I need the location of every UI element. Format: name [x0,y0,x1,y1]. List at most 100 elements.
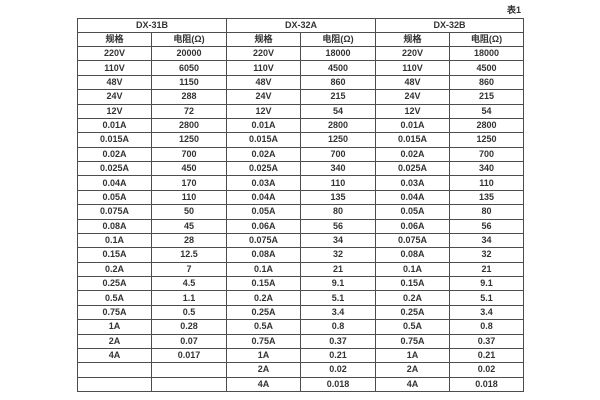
resistance-cell: 9.1 [449,275,525,292]
resistance-cell: 56 [300,218,377,234]
resistance-cell: 2800 [150,117,228,134]
resistance-cell: 80 [300,204,377,220]
resistance-cell: 34 [449,232,525,249]
resistance-cell: 20000 [150,45,228,62]
spec-cell: 0.025A [375,160,451,177]
group-header-row: DX-31B DX-32A DX-32B [76,18,525,33]
resistance-cell: 12.5 [150,247,228,263]
spec-cell: 12V [226,103,302,119]
spec-cell: 48V [375,74,451,91]
resistance-cell: 170 [150,175,228,191]
resistance-cell: 0.28 [150,319,228,335]
resistance-column-header: 电阻(Ω) [449,32,525,47]
resistance-cell: 0.21 [300,347,377,364]
spec-cell: 48V [77,74,152,91]
resistance-cell: 56 [449,218,525,234]
resistance-cell: 4.5 [150,275,228,292]
resistance-cell: 0.21 [449,347,525,364]
resistance-cell: 18000 [449,45,525,62]
resistance-cell: 0.8 [449,319,525,335]
spec-cell: 0.025A [226,160,302,177]
spec-cell [77,376,152,393]
table-row: 0.2A 7 0.1A 21 0.1A 21 [77,261,525,278]
spec-cell: 0.03A [226,175,302,191]
spec-cell: 1A [375,347,451,364]
spec-cell: 0.075A [226,232,302,249]
table-row: 0.05A 110 0.04A 135 0.04A 135 [77,189,525,206]
column-header-row: 规格 电阻(Ω) 规格 电阻(Ω) 规格 电阻(Ω) [77,32,525,47]
spec-column-header: 规格 [77,32,152,47]
table-row: 1A 0.28 0.5A 0.8 0.5A 0.8 [77,319,525,335]
spec-cell: 0.06A [226,218,302,234]
spec-cell: 24V [226,89,302,105]
spec-cell: 0.2A [226,290,302,306]
table-row: 48V 1150 48V 860 48V 860 [77,74,525,91]
spec-cell: 0.025A [77,160,152,177]
resistance-column-header: 电阻(Ω) [150,32,228,47]
table-row: 0.02A 700 0.02A 700 0.02A 700 [77,146,525,163]
spec-cell: 0.02A [375,146,451,163]
resistance-cell: 0.018 [449,376,525,393]
group-header-dx32b: DX-32B [375,18,525,33]
spec-cell: 2A [226,362,302,378]
spec-cell: 0.75A [226,333,302,349]
spec-cell: 1A [77,319,152,335]
spec-cell: 2A [77,333,152,349]
resistance-cell: 50 [150,204,228,220]
spec-cell: 0.5A [375,319,451,335]
table-row: 12V 72 12V 54 12V 54 [77,103,525,119]
spec-cell: 0.02A [226,146,302,163]
spec-cell: 0.1A [226,261,302,278]
resistance-cell: 0.37 [300,333,377,349]
resistance-cell: 0.02 [449,362,525,378]
resistance-cell: 340 [300,160,377,177]
resistance-cell: 5.1 [449,290,525,306]
resistance-cell: 0.017 [150,347,228,364]
table-row: 0.25A 4.5 0.15A 9.1 0.15A 9.1 [77,275,525,292]
resistance-cell: 0.018 [300,376,377,393]
table-row: 24V 288 24V 215 24V 215 [77,89,525,105]
resistance-cell: 4500 [300,60,377,76]
table-row: 4A 0.018 4A 0.018 [77,376,525,393]
spec-cell: 0.015A [77,132,152,148]
table-row: 0.01A 2800 0.01A 2800 0.01A 2800 [77,117,525,134]
spec-cell: 0.06A [375,218,451,234]
spec-cell: 2A [375,362,451,378]
spec-cell: 0.1A [77,232,152,249]
spec-cell: 110V [375,60,451,76]
resistance-cell: 5.1 [300,290,377,306]
resistance-cell [150,362,228,378]
spec-cell: 0.15A [77,247,152,263]
resistance-spec-table: DX-31B DX-32A DX-32B 规格 电阻(Ω) 规格 电阻(Ω) 规… [76,18,525,393]
spec-cell: 4A [226,376,302,393]
resistance-cell: 288 [150,89,228,105]
resistance-cell: 3.4 [300,304,377,321]
spec-cell: 0.05A [77,189,152,206]
resistance-cell: 700 [300,146,377,163]
spec-column-header: 规格 [375,32,451,47]
table-row: 0.075A 50 0.05A 80 0.05A 80 [77,204,525,220]
resistance-cell: 72 [150,103,228,119]
spec-cell: 0.15A [226,275,302,292]
resistance-cell: 0.37 [449,333,525,349]
resistance-cell: 54 [300,103,377,119]
resistance-cell: 1250 [449,132,525,148]
spec-cell: 0.25A [77,275,152,292]
resistance-cell: 4500 [449,60,525,76]
resistance-cell: 3.4 [449,304,525,321]
resistance-cell: 1250 [300,132,377,148]
resistance-cell: 6050 [150,60,228,76]
spec-cell: 48V [226,74,302,91]
spec-cell: 0.03A [375,175,451,191]
resistance-cell: 110 [300,175,377,191]
resistance-cell: 80 [449,204,525,220]
spec-cell: 1A [226,347,302,364]
resistance-cell: 860 [300,74,377,91]
table-row: 220V 20000 220V 18000 220V 18000 [77,45,525,62]
spec-cell: 0.25A [375,304,451,321]
resistance-cell: 32 [449,247,525,263]
spec-cell: 0.02A [77,146,152,163]
spec-cell: 0.04A [226,189,302,206]
spec-cell: 0.08A [77,218,152,234]
